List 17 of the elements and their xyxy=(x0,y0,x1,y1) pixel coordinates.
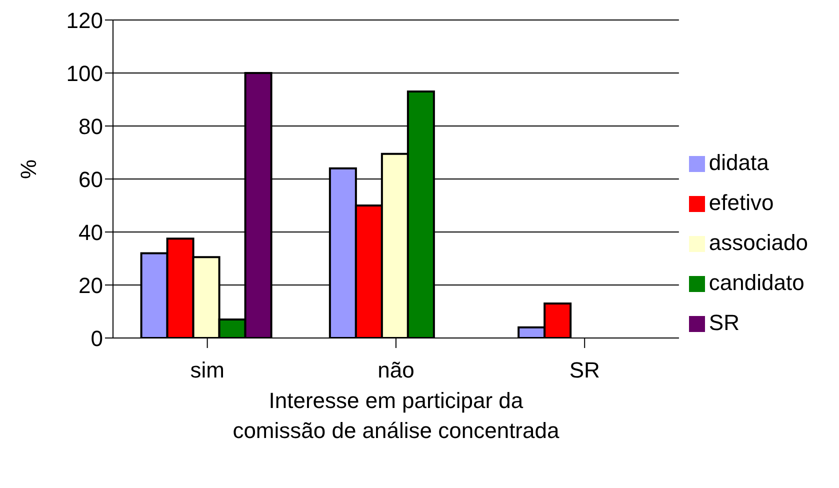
y-tick-label: 100 xyxy=(66,60,103,86)
y-axis-title: % xyxy=(16,159,41,179)
y-tick-label: 20 xyxy=(78,272,103,298)
legend-label: efetivo xyxy=(708,190,774,215)
x-axis-title: Interesse em participar da comissão de análise concentrada xyxy=(232,388,560,443)
y-tick-label: 120 xyxy=(66,8,103,33)
y-tick-label: 60 xyxy=(78,166,103,192)
y-tick-label: 0 xyxy=(90,326,103,351)
x-tick-label: SR xyxy=(569,358,600,383)
legend-label: SR xyxy=(708,310,740,335)
y-tick-label: 40 xyxy=(78,220,103,245)
x-tick-label: não xyxy=(378,358,414,383)
x-tick-label: sim xyxy=(190,358,224,383)
y-tick-label: 80 xyxy=(78,114,103,139)
legend-label: candidato xyxy=(708,270,804,295)
legend-label: associado xyxy=(708,230,808,255)
legend-label: didata xyxy=(708,150,769,175)
